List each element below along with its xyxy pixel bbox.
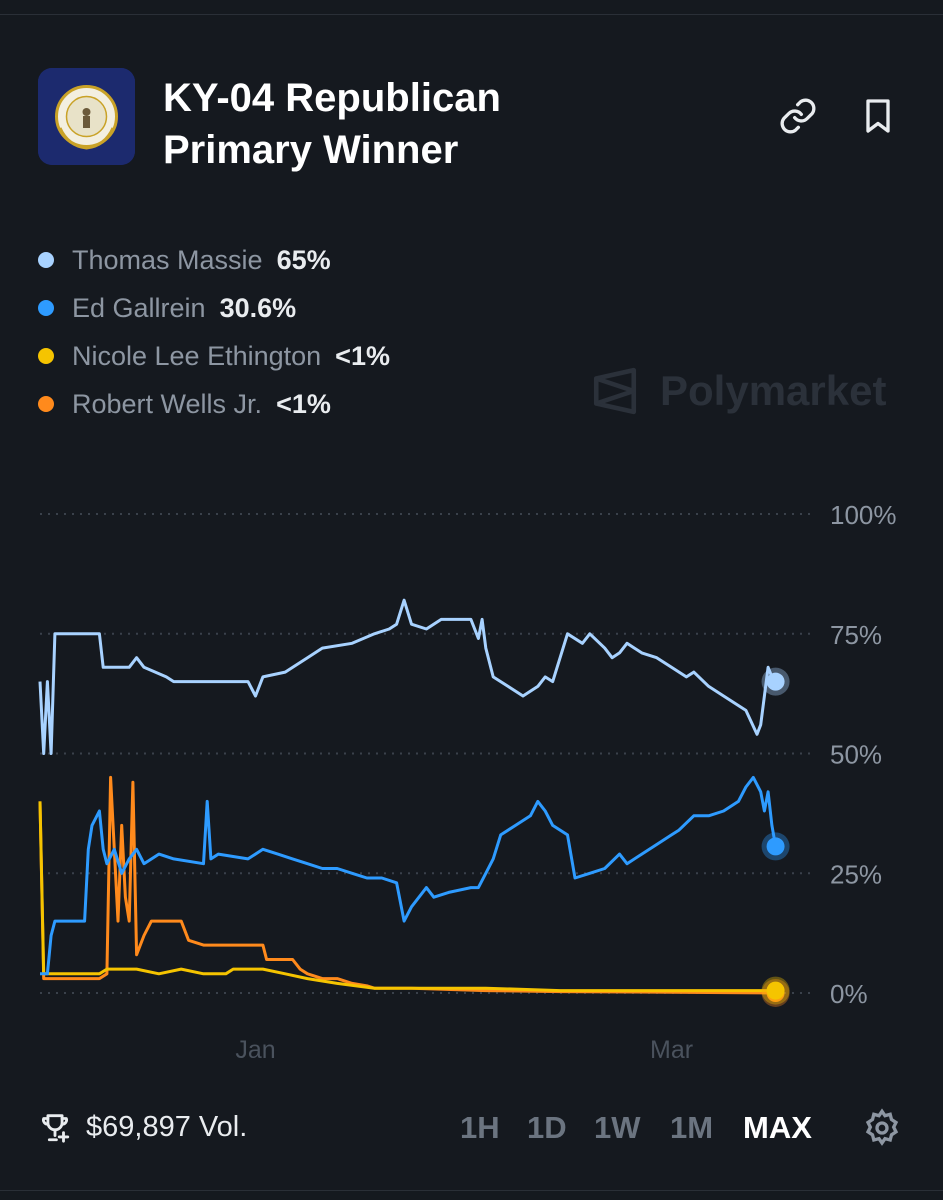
timeframe-1m[interactable]: 1M <box>670 1110 714 1145</box>
legend-value: 30.6% <box>219 292 297 323</box>
market-title-line2: Primary Winner <box>163 128 459 172</box>
legend-item-thomas-massie: Thomas Massie 65% <box>38 236 390 284</box>
legend-dot <box>38 396 54 412</box>
series-end-point <box>766 981 785 1000</box>
market-title-line1: KY-04 Republican <box>163 76 501 120</box>
legend-label: Robert Wells Jr. <box>72 388 263 419</box>
y-tick-label: 0% <box>830 979 868 1009</box>
kentucky-seal-icon <box>38 68 135 165</box>
bookmark-icon[interactable] <box>858 96 898 136</box>
timeframe-1d[interactable]: 1D <box>527 1110 567 1145</box>
legend-item-nicole-lee-ethington: Nicole Lee Ethington <1% <box>38 332 390 380</box>
y-tick-label: 75% <box>830 620 882 650</box>
legend-value: 65% <box>276 244 331 275</box>
legend-label: Nicole Lee Ethington <box>72 340 322 371</box>
legend-dot <box>38 348 54 364</box>
legend-label: Thomas Massie <box>72 244 263 275</box>
series-line <box>38 598 777 755</box>
top-divider <box>0 14 943 15</box>
timeframe-max[interactable]: MAX <box>743 1110 812 1145</box>
polymarket-watermark: Polymarket <box>590 366 886 416</box>
volume-display: $69,897 Vol. <box>38 1110 247 1144</box>
watermark-text: Polymarket <box>660 367 887 414</box>
market-logo <box>38 68 135 165</box>
chart-legend: Thomas Massie 65% Ed Gallrein 30.6% Nico… <box>38 236 390 428</box>
legend-dot <box>38 300 54 316</box>
legend-label: Ed Gallrein <box>72 292 206 323</box>
legend-value: <1% <box>276 388 331 419</box>
market-title: KY-04 Republican Primary Winner <box>163 72 723 176</box>
x-tick-label: Jan <box>235 1036 275 1064</box>
gear-icon[interactable] <box>862 1108 902 1148</box>
series-line <box>40 775 778 976</box>
link-icon[interactable] <box>778 96 818 136</box>
x-tick-label: Mar <box>650 1036 693 1064</box>
series-end-point <box>766 837 785 856</box>
volume-text: $69,897 Vol. <box>86 1110 248 1143</box>
timeframe-1h[interactable]: 1H <box>460 1110 500 1145</box>
legend-value: <1% <box>335 340 390 371</box>
legend-item-ed-gallrein: Ed Gallrein 30.6% <box>38 284 390 332</box>
trophy-icon <box>42 1114 70 1143</box>
legend-item-robert-wells-jr: Robert Wells Jr. <1% <box>38 380 390 428</box>
y-tick-label: 50% <box>830 740 882 770</box>
timeframe-1w[interactable]: 1W <box>594 1110 641 1145</box>
chart-footer: $69,897 Vol. 1H 1D 1W 1M MAX <box>0 1100 943 1160</box>
series-line <box>38 801 776 993</box>
polymarket-logo-icon <box>593 367 637 415</box>
price-chart[interactable]: 100% 75% 50% 25% 0% Jan Mar <box>0 490 943 1070</box>
bottom-divider <box>0 1190 943 1191</box>
y-tick-label: 100% <box>830 500 897 530</box>
series-line <box>38 775 776 995</box>
y-tick-label: 25% <box>830 859 882 889</box>
legend-dot <box>38 252 54 268</box>
series-end-point <box>766 672 785 691</box>
